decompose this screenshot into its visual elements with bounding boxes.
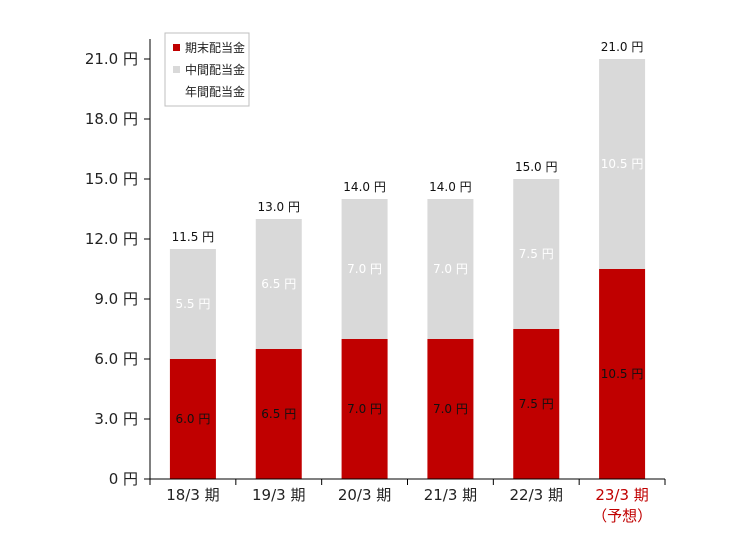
bar-interim	[255, 349, 302, 479]
x-tick-note: （予想）	[592, 507, 652, 525]
bar-interim	[169, 359, 216, 479]
bar-total-label: 13.0 円	[257, 200, 300, 214]
bar-year-end-label: 7.5 円	[519, 247, 554, 261]
bar-year-end	[341, 199, 388, 339]
bar-year-end-label: 7.0 円	[347, 262, 382, 276]
x-tick-label: 23/3 期	[595, 486, 648, 504]
bar-interim-label: 7.5 円	[519, 397, 554, 411]
axes: 0 円 3.0 円 6.0 円 9.0 円 12.0 円 15.0 円 18.0 円 21.0…	[85, 39, 666, 525]
bar-total-label: 14.0 円	[429, 180, 472, 194]
x-tick-label: 20/3 期	[338, 486, 391, 504]
bar-interim	[341, 339, 388, 479]
y-tick-label: 3.0 円	[94, 410, 138, 428]
y-tick-label: 15.0 円	[85, 170, 138, 188]
bar-year-end	[255, 219, 302, 349]
y-tick-label: 0 円	[109, 470, 138, 488]
bar-total-label: 21.0 円	[601, 40, 644, 54]
bar-total-label: 15.0 円	[515, 160, 558, 174]
bar-interim-label: 6.0 円	[175, 412, 210, 426]
bar-interim-label: 10.5 円	[601, 367, 644, 381]
x-tick-label: 18/3 期	[166, 486, 219, 504]
legend-swatch	[173, 44, 180, 51]
bar-interim	[513, 329, 560, 479]
bar-total-label: 14.0 円	[343, 180, 386, 194]
legend-label: 期末配当金	[185, 40, 245, 55]
legend-label: 中間配当金	[185, 62, 245, 77]
bars: 6.0 円 5.5 円 11.5 円 6.5 円 6.5 円 13.0 円 7.0 円 7.0…	[169, 40, 646, 479]
bar-total-label: 11.5 円	[172, 230, 215, 244]
x-tick-label: 22/3 期	[510, 486, 563, 504]
bar-interim	[599, 269, 646, 479]
bar-interim-label: 7.0 円	[433, 402, 468, 416]
legend-swatch	[173, 66, 180, 73]
bar-year-end	[169, 249, 216, 359]
legend-label: 年間配当金	[185, 84, 245, 99]
y-tick-label: 9.0 円	[94, 290, 138, 308]
bar-interim-label: 7.0 円	[347, 402, 382, 416]
x-tick-label: 21/3 期	[424, 486, 477, 504]
bar-year-end	[599, 59, 646, 269]
bar-year-end-label: 10.5 円	[601, 157, 644, 171]
bar-year-end	[513, 179, 560, 329]
y-tick-label: 12.0 円	[85, 230, 138, 248]
y-tick-label: 21.0 円	[85, 50, 138, 68]
bar-year-end-label: 5.5 円	[175, 297, 210, 311]
bar-year-end-label: 6.5 円	[261, 277, 296, 291]
bar-interim-label: 6.5 円	[261, 407, 296, 421]
x-tick-label: 19/3 期	[252, 486, 305, 504]
bar-year-end	[427, 199, 474, 339]
y-tick-label: 18.0 円	[85, 110, 138, 128]
y-tick-label: 6.0 円	[94, 350, 138, 368]
bar-interim	[427, 339, 474, 479]
bar-year-end-label: 7.0 円	[433, 262, 468, 276]
